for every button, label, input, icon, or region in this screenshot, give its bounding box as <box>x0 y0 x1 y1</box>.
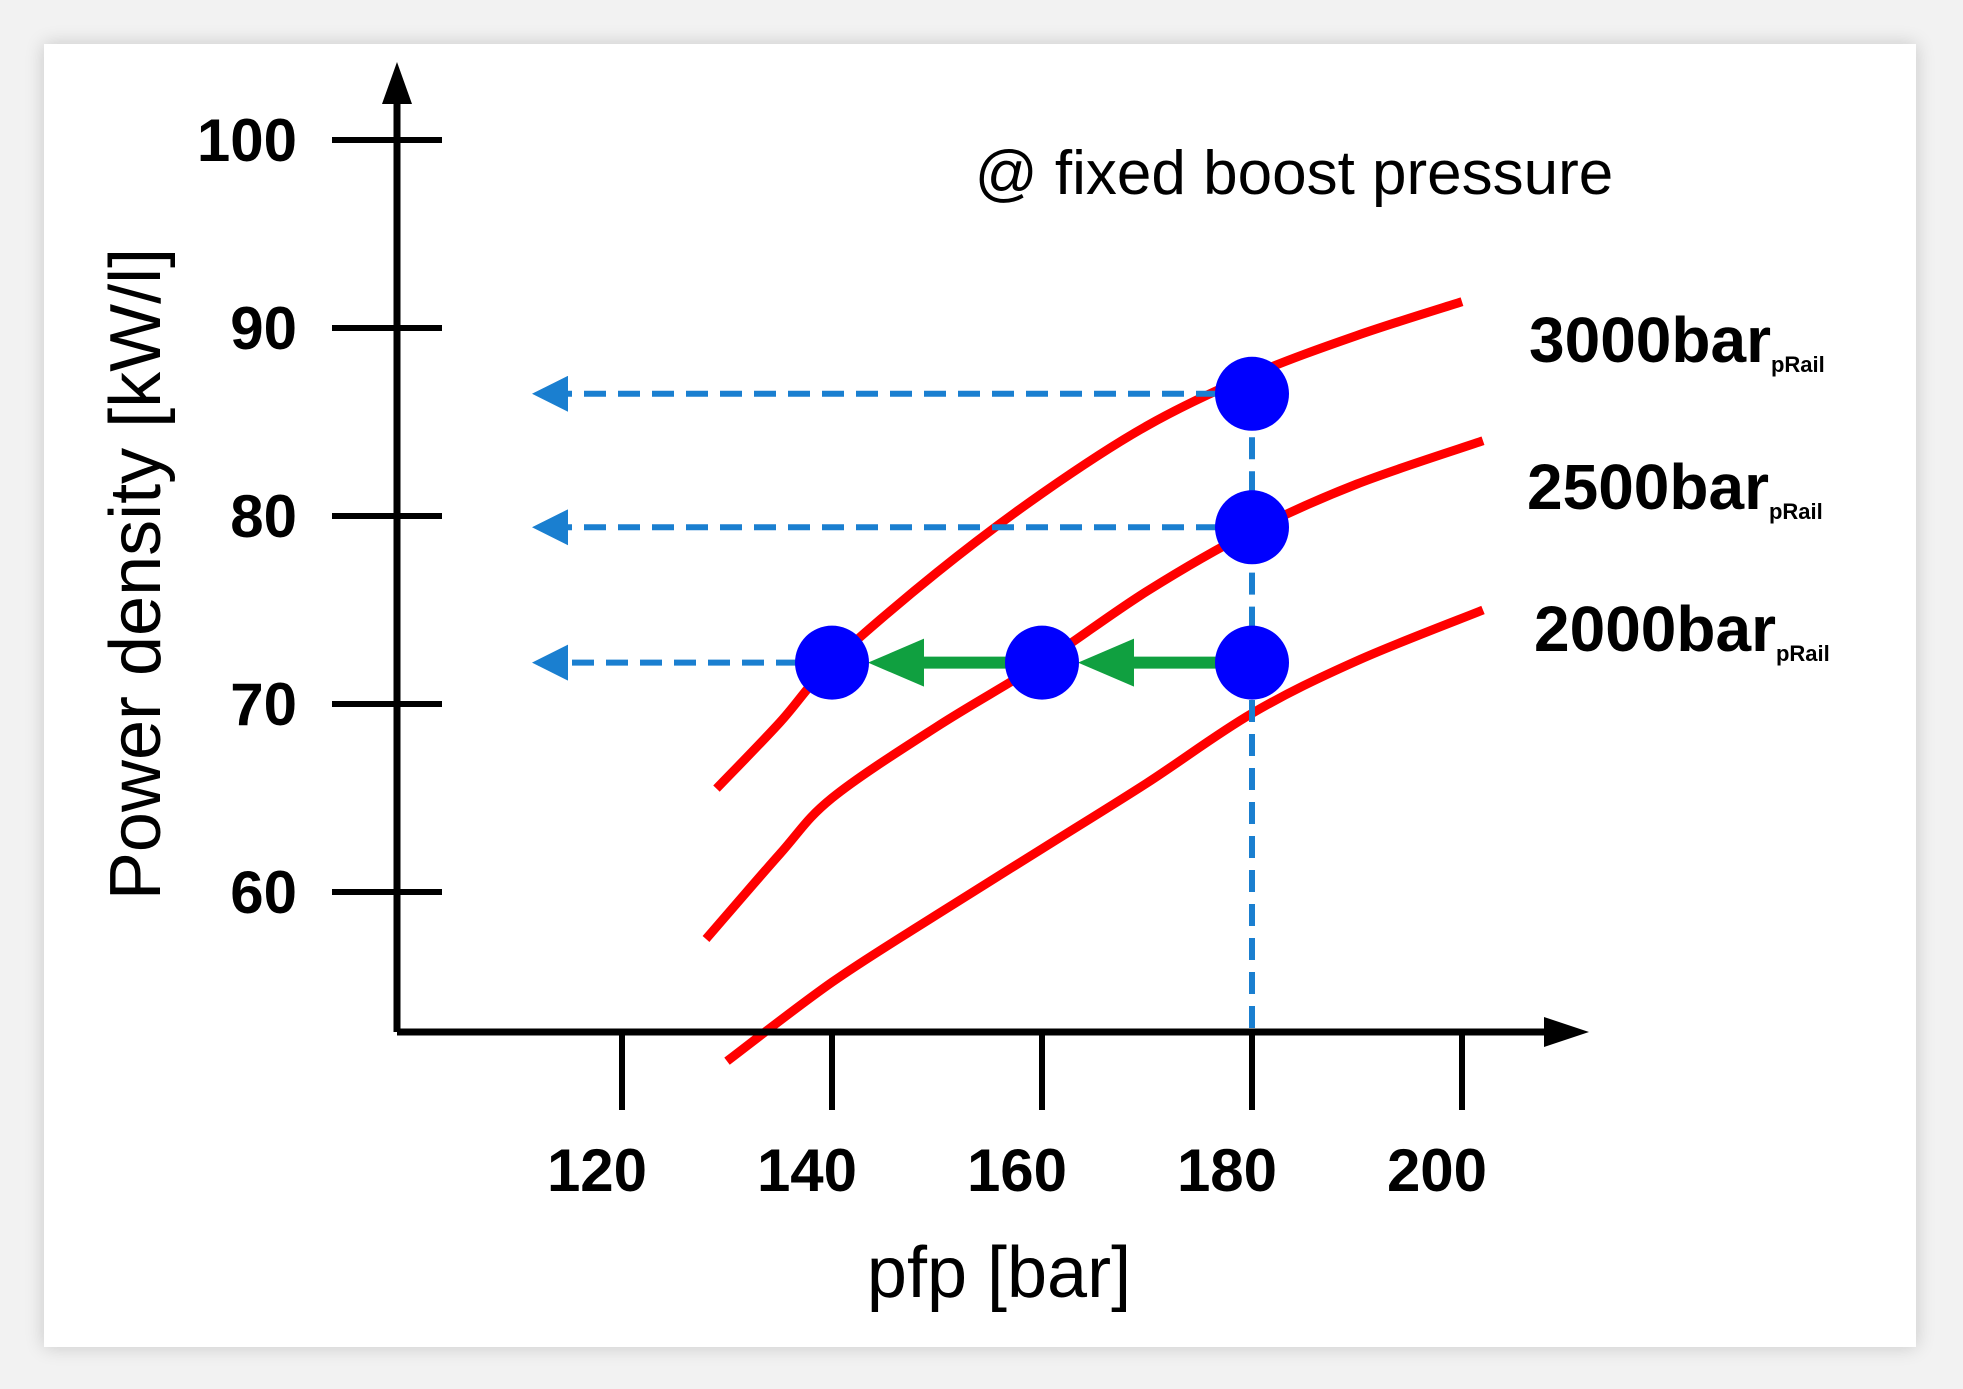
annotation-text: @ fixed boost pressure <box>975 139 1613 208</box>
power-density-chart: 60 70 80 90 100 120 140 160 180 200 pfp [bar] Power… <box>96 62 1830 1313</box>
operating-point-4 <box>1215 490 1289 565</box>
chart-frame: 60 70 80 90 100 120 140 160 180 200 pfp [bar] Power… <box>44 44 1916 1347</box>
labels-layer: 60 70 80 90 100 120 140 160 180 200 pfp [bar] Power… <box>96 107 1830 1313</box>
series-label-2000bar: 2000barpRail <box>1534 593 1830 666</box>
x-tick-label-140: 140 <box>757 1137 857 1204</box>
y-tick-label-100: 100 <box>197 107 297 174</box>
x-tick-label-120: 120 <box>547 1137 647 1204</box>
y-axis-arrowhead <box>382 62 412 104</box>
series-label-2500bar: 2500barpRail <box>1527 451 1823 524</box>
y-axis-title: Power density [kW/l] <box>96 248 176 900</box>
shift-arrow-head-1 <box>1078 638 1134 687</box>
guide-lines-layer <box>532 375 1270 1028</box>
shift-arrows-layer <box>868 638 1216 687</box>
operating-point-5 <box>1215 356 1289 431</box>
x-axis-title: pfp [bar] <box>867 1233 1131 1313</box>
operating-point-2 <box>1005 625 1079 700</box>
series-label-3000bar: 3000barpRail <box>1529 304 1825 377</box>
y-tick-label-60: 60 <box>230 859 297 926</box>
y-tick-label-70: 70 <box>230 671 297 738</box>
operating-point-3 <box>1215 625 1289 700</box>
points-layer <box>795 356 1289 700</box>
y-tick-label-80: 80 <box>230 483 297 550</box>
y-tick-label-90: 90 <box>230 295 297 362</box>
x-axis-arrowhead <box>1544 1017 1589 1047</box>
x-tick-label-180: 180 <box>1177 1137 1277 1204</box>
operating-point-1 <box>795 625 869 700</box>
shift-arrow-head-2 <box>868 638 924 687</box>
curve-2000bar-pRail <box>724 605 1485 1065</box>
x-tick-label-200: 200 <box>1387 1137 1487 1204</box>
x-tick-label-160: 160 <box>967 1137 1067 1204</box>
axes-layer <box>382 62 1589 1047</box>
curve-3000bar-pRail <box>713 297 1464 792</box>
